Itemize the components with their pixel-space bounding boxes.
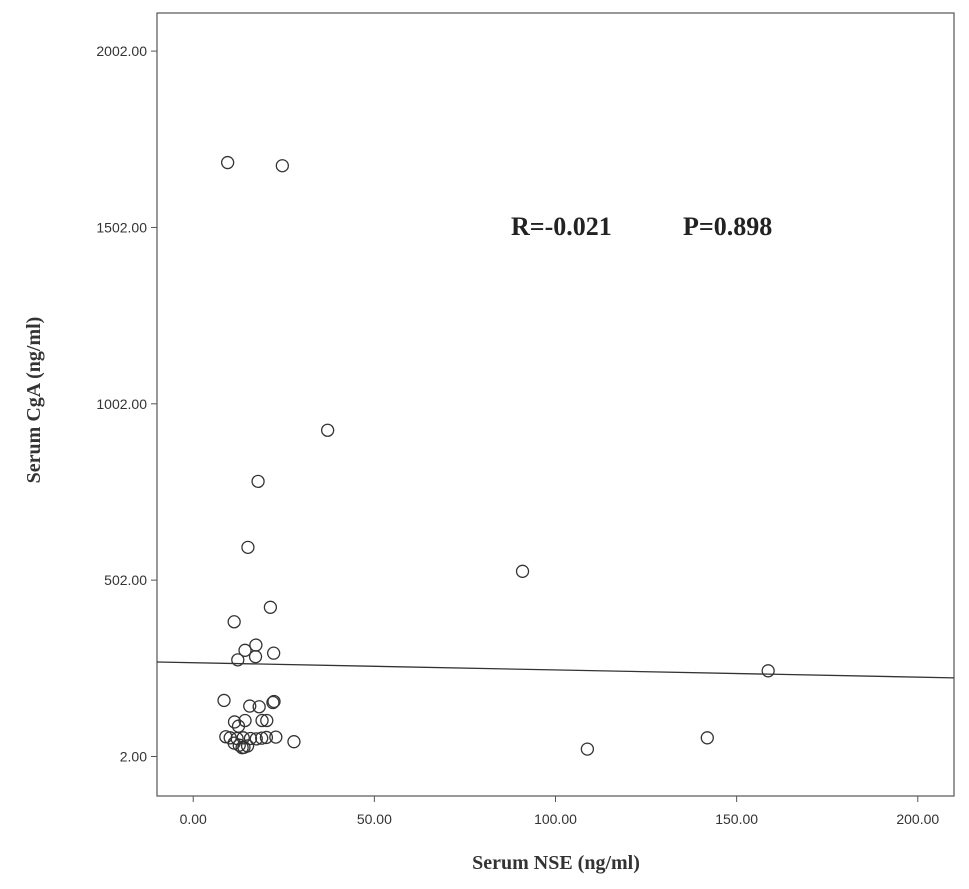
data-points xyxy=(217,155,775,756)
data-point xyxy=(217,693,231,708)
data-point xyxy=(243,699,257,713)
data-point xyxy=(251,474,265,489)
data-point xyxy=(227,615,241,629)
data-point xyxy=(761,664,775,678)
data-point xyxy=(259,730,274,745)
data-point xyxy=(269,730,283,744)
y-tick-label: 1002.00 xyxy=(96,396,147,412)
p-value-annotation: P=0.898 xyxy=(683,212,772,241)
data-point xyxy=(700,731,714,745)
data-point xyxy=(248,650,263,664)
data-point xyxy=(235,741,249,755)
x-axis-title: Serum NSE (ng/ml) xyxy=(472,852,640,874)
x-tick-label: 150.00 xyxy=(715,811,758,827)
data-point xyxy=(255,731,269,745)
y-axis-title: Serum CgA (ng/ml) xyxy=(23,317,45,484)
data-point xyxy=(580,742,595,756)
data-point xyxy=(515,564,530,578)
x-tick-label: 50.00 xyxy=(357,811,392,827)
data-point xyxy=(320,423,335,437)
data-point xyxy=(238,643,252,657)
data-point xyxy=(267,694,281,709)
y-tick-label: 502.00 xyxy=(104,572,147,588)
data-point xyxy=(220,155,235,170)
data-point xyxy=(231,653,245,667)
data-point xyxy=(240,739,255,753)
x-tick-label: 200.00 xyxy=(896,811,939,827)
data-point xyxy=(255,713,269,728)
regression-line-layer xyxy=(156,661,955,679)
data-point xyxy=(275,159,289,173)
data-point xyxy=(267,646,281,660)
data-point xyxy=(252,700,266,714)
data-point xyxy=(249,732,263,746)
x-axis: 0.00 50.00 100.00 150.00 200.00 xyxy=(180,796,939,827)
data-point xyxy=(263,600,278,614)
plot-frame xyxy=(156,12,955,797)
y-tick-label: 2002.00 xyxy=(96,43,147,59)
y-tick-label: 1502.00 xyxy=(96,219,147,235)
y-axis: 2.00 502.00 1002.00 1502.00 2002.00 xyxy=(96,43,157,764)
y-tick-label: 2.00 xyxy=(120,748,147,764)
regression-line xyxy=(156,661,955,679)
data-point xyxy=(266,695,280,710)
x-tick-label: 100.00 xyxy=(534,811,577,827)
data-point xyxy=(243,731,258,746)
data-point xyxy=(287,735,301,749)
data-point xyxy=(260,713,274,728)
r-value-annotation: R=-0.021 xyxy=(511,212,612,241)
data-point xyxy=(227,715,242,729)
x-tick-label: 0.00 xyxy=(180,811,207,827)
data-point xyxy=(241,540,255,554)
